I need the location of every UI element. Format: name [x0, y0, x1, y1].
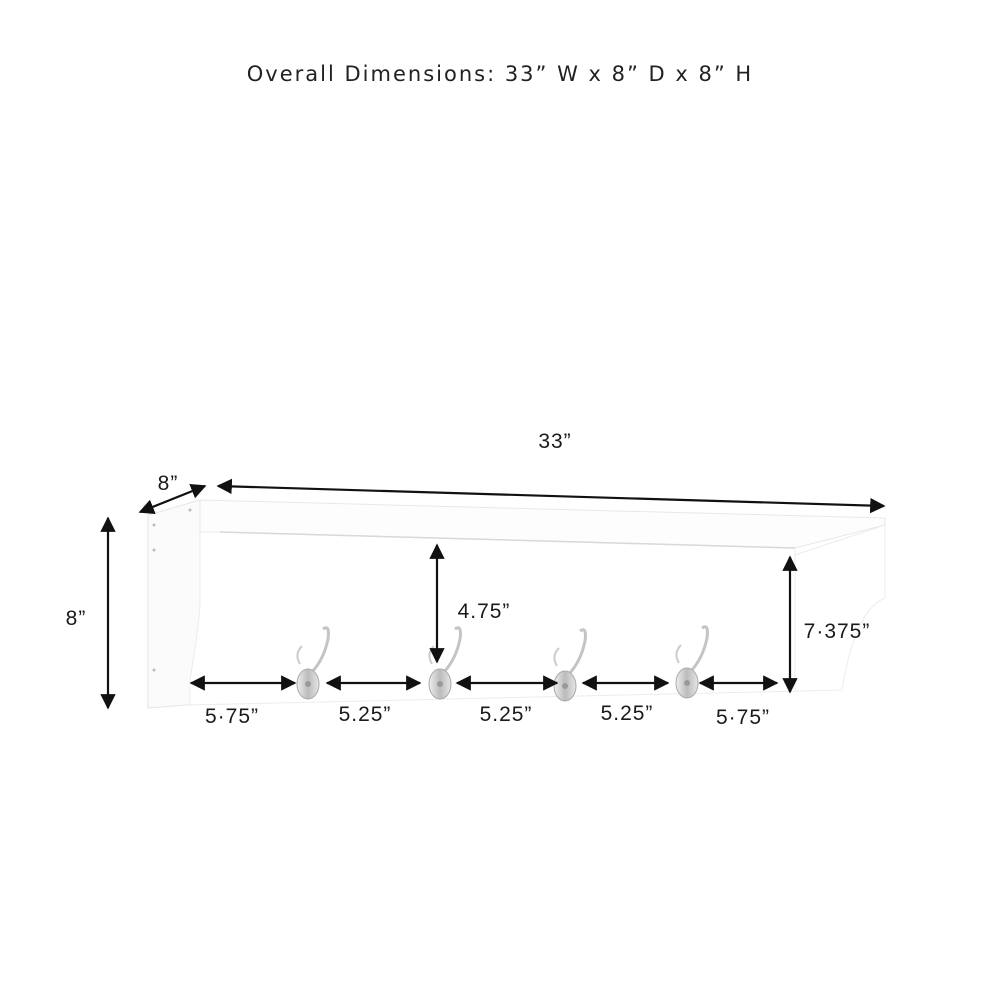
- spacing-label-4: 5.25”: [601, 702, 654, 725]
- inner-height-label: 7·375”: [804, 620, 871, 643]
- spacing-label-2: 5.25”: [339, 703, 392, 726]
- height-label: 8”: [66, 607, 87, 630]
- spacing-label-3: 5.25”: [480, 703, 533, 726]
- coat-hook-4: [675, 625, 709, 699]
- depth-label: 8”: [158, 472, 179, 495]
- shelf-front: [189, 524, 886, 706]
- coat-hook-1: [296, 626, 330, 700]
- spacing-label-1: 5·75”: [205, 705, 259, 728]
- depth-arrow: [138, 483, 207, 515]
- spacing-label-5: 5·75”: [716, 706, 770, 729]
- width-arrow: [216, 478, 886, 514]
- shelf: [147, 499, 886, 709]
- width-label: 33”: [538, 430, 571, 453]
- overall-dimensions-title: Overall Dimensions: 33” W x 8” D x 8” H: [246, 62, 754, 86]
- hook-drop-label: 4.75”: [458, 600, 511, 623]
- coat-hook-3: [553, 628, 587, 702]
